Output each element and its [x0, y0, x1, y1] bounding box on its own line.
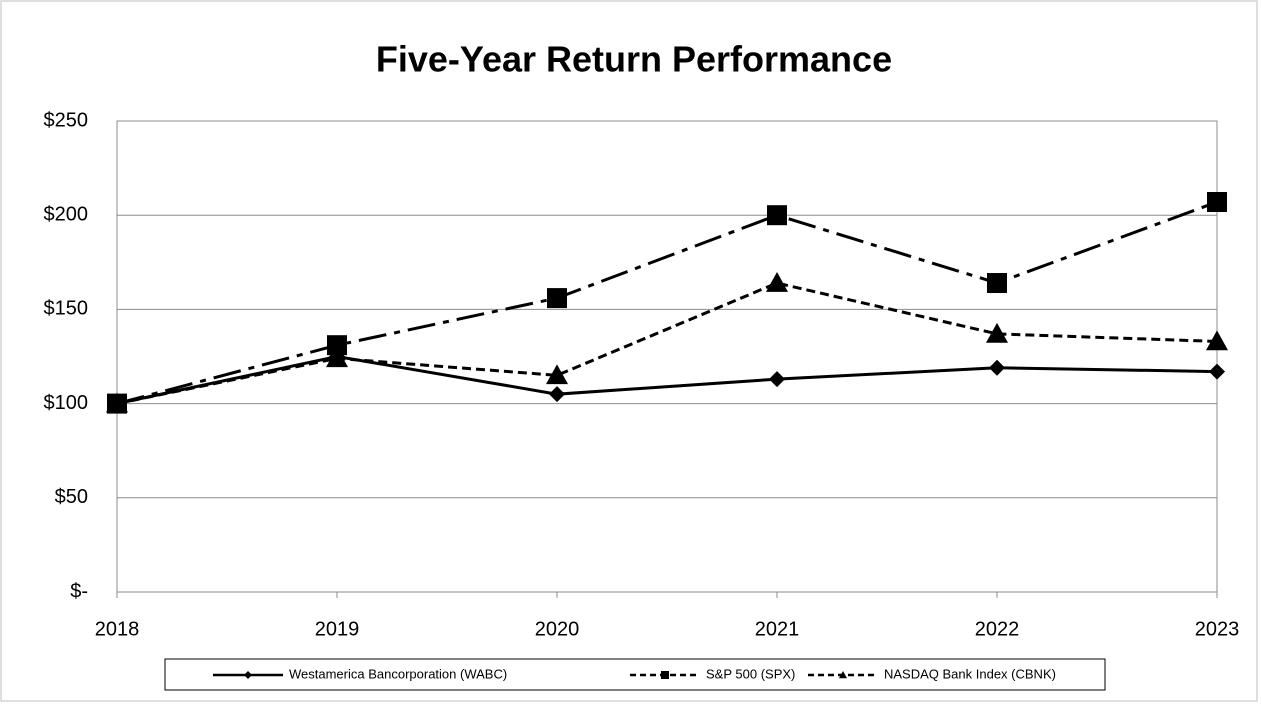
marker	[769, 371, 785, 388]
marker	[106, 392, 128, 413]
marker	[327, 335, 347, 356]
plot-border	[116, 120, 1218, 593]
marker	[1207, 192, 1227, 213]
x-tick-label: 2021	[755, 618, 800, 640]
marker	[1209, 363, 1225, 380]
series-line	[116, 354, 1218, 406]
marker	[1206, 330, 1228, 351]
series-line	[116, 281, 1218, 406]
marker	[766, 272, 788, 292]
marker	[661, 671, 669, 679]
marker	[244, 671, 252, 679]
marker	[547, 288, 567, 309]
marker	[326, 347, 348, 368]
marker	[546, 364, 568, 385]
legend-label: NASDAQ Bank Index (CBNK)	[884, 666, 1056, 681]
marker	[839, 671, 847, 679]
x-tick-label: 2019	[315, 618, 360, 640]
y-tick-label: $-	[70, 580, 88, 602]
legend-label: S&P 500 (SPX)	[706, 666, 795, 681]
marker	[989, 359, 1005, 376]
x-tick-label: 2023	[1195, 618, 1240, 640]
marker	[767, 205, 787, 226]
legend-box	[164, 658, 1106, 691]
y-tick-label: $150	[44, 298, 89, 320]
y-tick-label: $50	[55, 486, 88, 508]
chart-title: Five-Year Return Performance	[376, 39, 892, 80]
x-tick-label: 2022	[975, 618, 1020, 640]
y-tick-label: $250	[44, 109, 89, 131]
y-tick-label: $100	[44, 392, 89, 414]
marker	[986, 322, 1008, 343]
series-line	[116, 200, 1218, 406]
marker	[549, 386, 565, 403]
x-tick-label: 2020	[535, 618, 580, 640]
legend-label: Westamerica Bancorporation (WABC)	[289, 666, 507, 681]
y-tick-label: $200	[44, 203, 89, 225]
x-tick-label: 2018	[95, 618, 140, 640]
marker	[987, 273, 1007, 294]
